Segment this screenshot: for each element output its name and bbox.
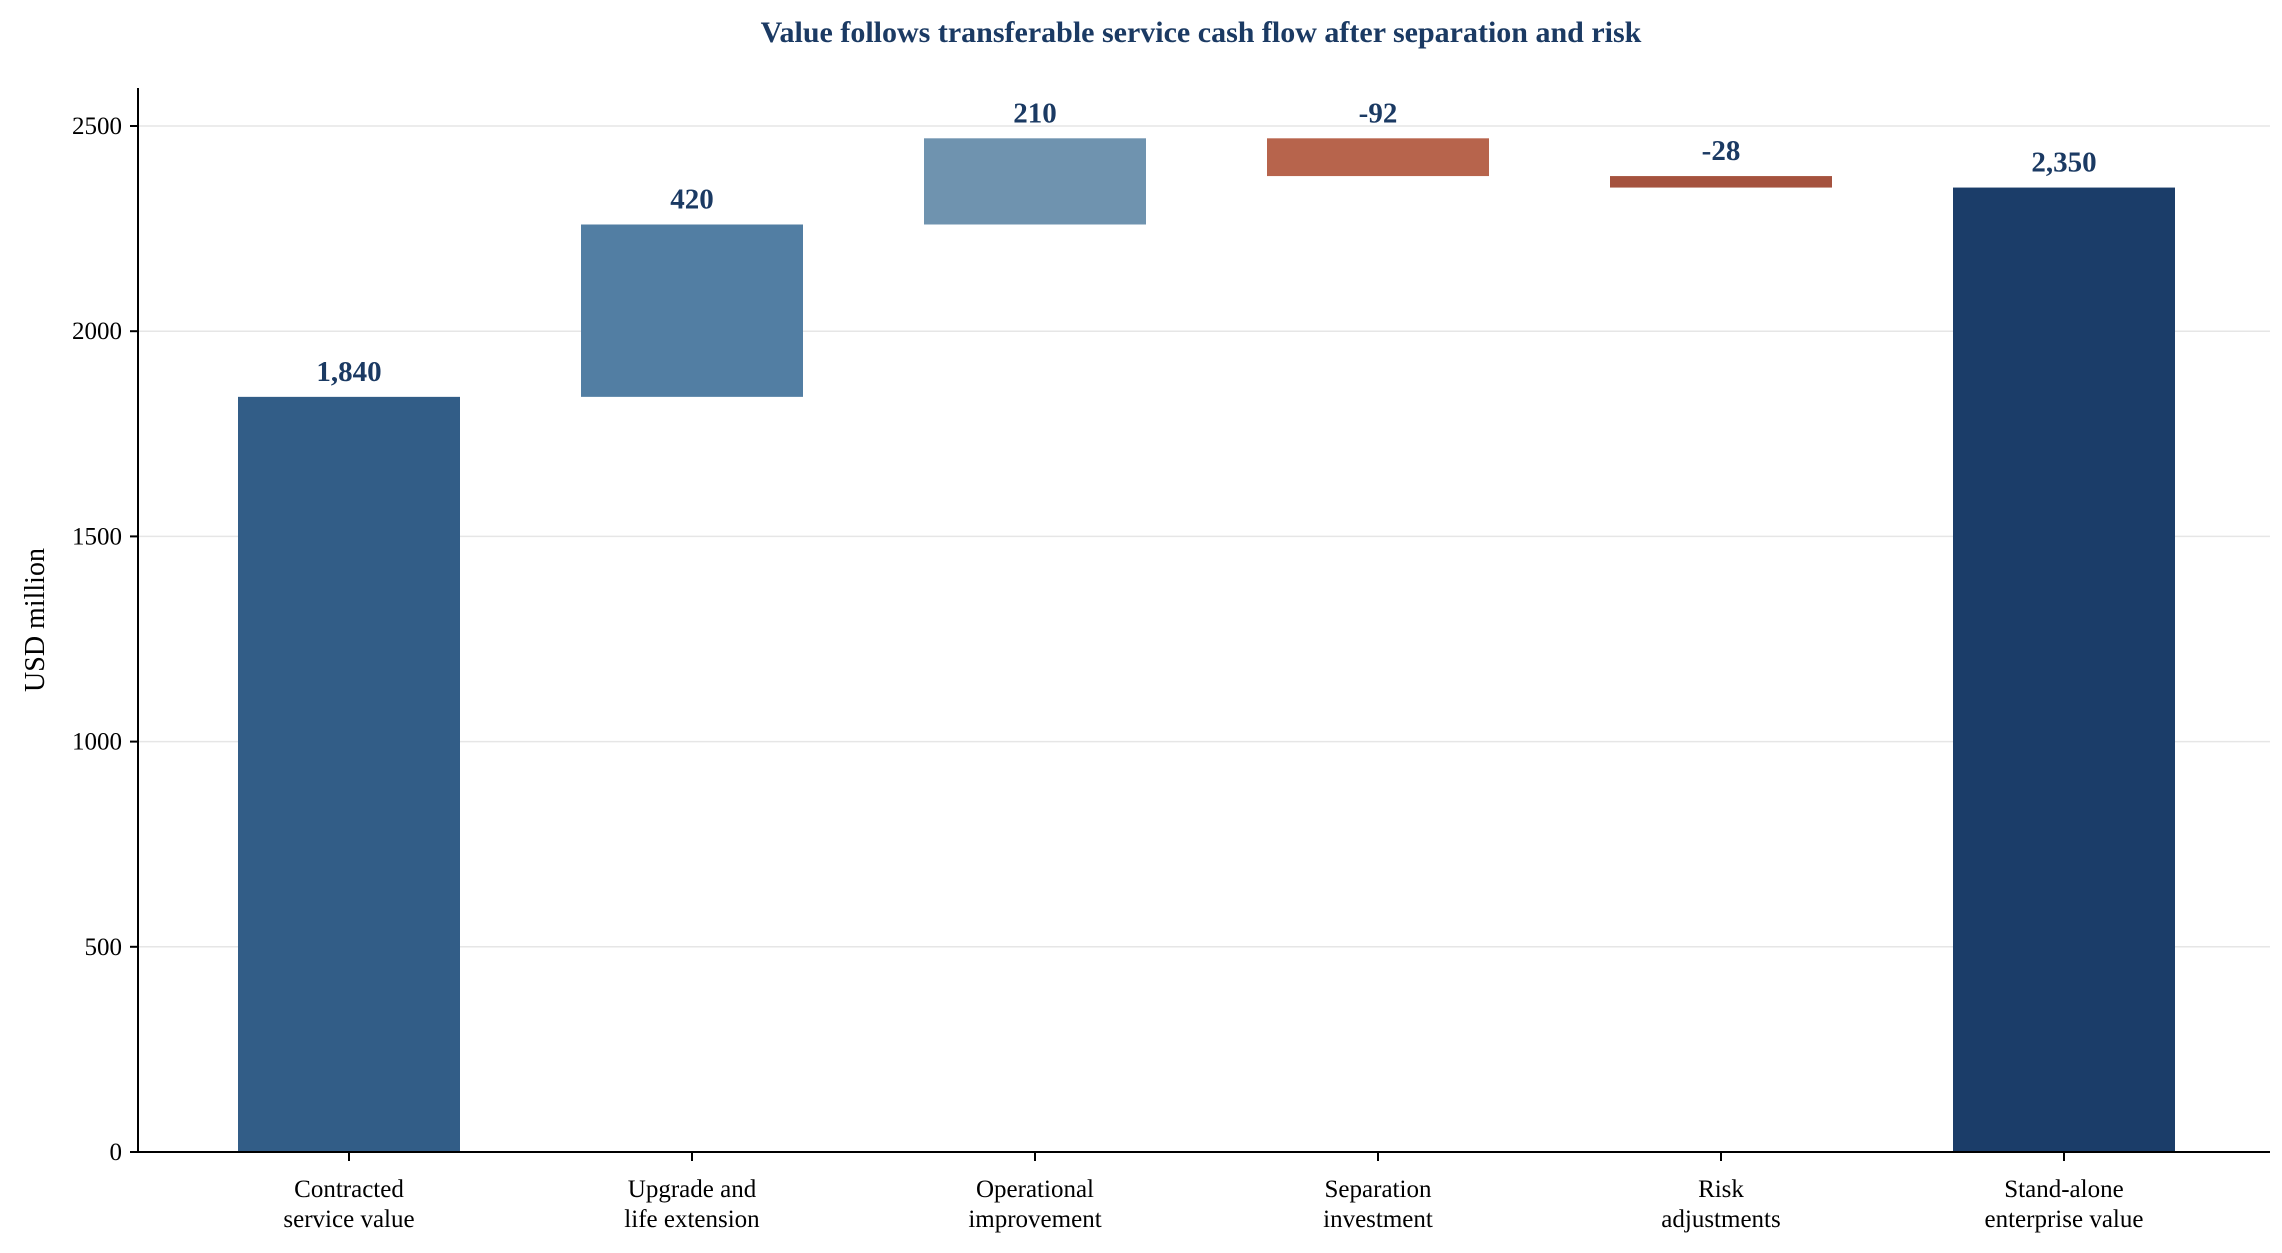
y-tick-label: 2500 xyxy=(72,113,122,140)
bar-0 xyxy=(238,396,460,1152)
data-label-3: -92 xyxy=(1359,97,1398,129)
bar-4 xyxy=(1610,176,1832,188)
data-label-1: 420 xyxy=(670,183,714,215)
bars xyxy=(238,138,2175,1152)
y-tick-label: 1500 xyxy=(72,523,122,550)
x-tick-label: Separation xyxy=(1325,1176,1432,1203)
x-tick-label: Contracted xyxy=(294,1176,404,1203)
data-label-0: 1,840 xyxy=(316,356,381,388)
y-tick-label: 1000 xyxy=(72,729,122,756)
x-tick-label: enterprise value xyxy=(1985,1206,2144,1233)
x-tick-label: investment xyxy=(1323,1206,1433,1233)
x-tick-label: Risk xyxy=(1698,1176,1744,1203)
bar-1 xyxy=(581,224,803,397)
y-axis-title: USD million xyxy=(20,548,51,692)
bar-2 xyxy=(924,138,1146,225)
data-label-5: 2,350 xyxy=(2031,147,2096,179)
x-axis-ticks: Contracted service value Upgrade and life e… xyxy=(283,1152,2143,1233)
data-label-4: -28 xyxy=(1702,135,1741,167)
x-tick-label: life extension xyxy=(624,1206,760,1233)
bar-5 xyxy=(1953,187,2175,1152)
gridlines xyxy=(138,125,2270,948)
data-label-2: 210 xyxy=(1013,97,1057,129)
bar-3 xyxy=(1267,138,1489,177)
y-tick-label: 500 xyxy=(85,934,123,961)
x-tick-label: adjustments xyxy=(1661,1206,1780,1233)
chart-title: Value follows transferable service cash … xyxy=(761,16,1642,49)
y-tick-label: 0 xyxy=(110,1139,123,1166)
x-tick-label: improvement xyxy=(968,1206,1101,1233)
y-axis-ticks: 0 500 1000 1500 2000 2500 xyxy=(72,113,138,1166)
x-tick-label: Upgrade and xyxy=(628,1176,757,1203)
x-tick-label: service value xyxy=(283,1206,414,1233)
data-labels: 1,840 420 210 -92 -28 2,350 xyxy=(316,97,2096,388)
axes xyxy=(137,88,2270,1153)
y-tick-label: 2000 xyxy=(72,318,122,345)
x-tick-label: Stand-alone xyxy=(2004,1176,2123,1203)
x-tick-label: Operational xyxy=(976,1176,1094,1203)
